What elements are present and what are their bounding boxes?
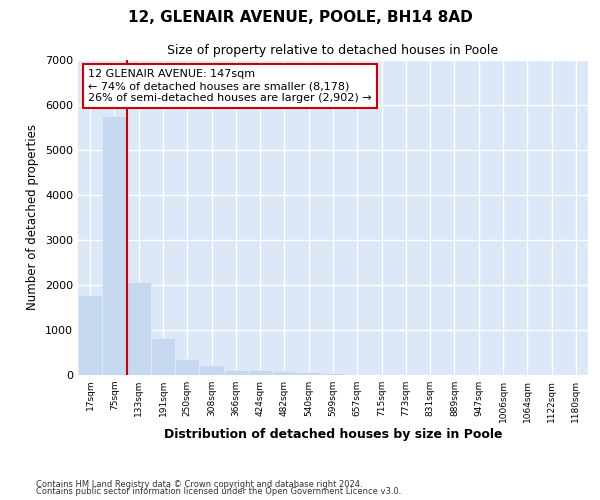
Bar [224,370,248,375]
X-axis label: Distribution of detached houses by size in Poole: Distribution of detached houses by size … [164,428,502,440]
Text: 12 GLENAIR AVENUE: 147sqm
← 74% of detached houses are smaller (8,178)
26% of se: 12 GLENAIR AVENUE: 147sqm ← 74% of detac… [88,70,372,102]
Bar [199,364,224,375]
Text: Contains HM Land Registry data © Crown copyright and database right 2024.: Contains HM Land Registry data © Crown c… [36,480,362,489]
Bar [151,338,175,375]
Y-axis label: Number of detached properties: Number of detached properties [26,124,40,310]
Bar [127,282,151,375]
Bar [321,373,345,375]
Text: 12, GLENAIR AVENUE, POOLE, BH14 8AD: 12, GLENAIR AVENUE, POOLE, BH14 8AD [128,10,472,25]
Bar [296,372,321,375]
Text: Contains public sector information licensed under the Open Government Licence v3: Contains public sector information licen… [36,487,401,496]
Bar [175,359,199,375]
Bar [272,370,296,375]
Bar [248,370,272,375]
Bar [102,116,127,375]
Title: Size of property relative to detached houses in Poole: Size of property relative to detached ho… [167,44,499,58]
Bar [78,295,102,375]
